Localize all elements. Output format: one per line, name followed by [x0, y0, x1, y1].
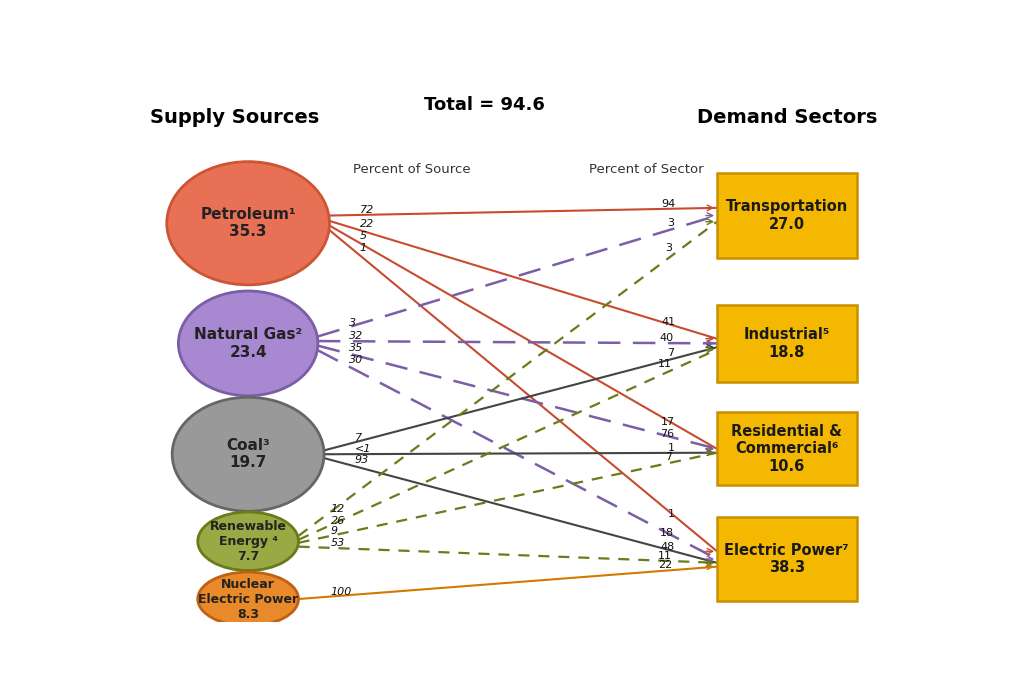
Text: 93: 93 — [354, 456, 369, 466]
Text: 30: 30 — [349, 355, 364, 365]
Text: 1: 1 — [668, 509, 675, 519]
Text: 11: 11 — [658, 359, 672, 368]
Text: 32: 32 — [349, 331, 364, 341]
Text: 3: 3 — [667, 217, 674, 228]
Text: 9: 9 — [331, 526, 338, 537]
Text: 12: 12 — [331, 504, 345, 514]
Text: <1: <1 — [354, 444, 371, 454]
Ellipse shape — [198, 572, 299, 626]
Text: 94: 94 — [660, 199, 675, 208]
FancyBboxPatch shape — [717, 517, 856, 601]
Text: Natural Gas²
23.4: Natural Gas² 23.4 — [195, 327, 302, 359]
Ellipse shape — [167, 161, 330, 285]
Text: Percent of Source: Percent of Source — [352, 163, 470, 176]
Text: 18: 18 — [659, 528, 674, 538]
Text: 17: 17 — [662, 417, 675, 426]
Text: 7: 7 — [668, 347, 675, 357]
Text: 7: 7 — [665, 452, 672, 462]
Text: Total = 94.6: Total = 94.6 — [424, 96, 545, 114]
Text: 35: 35 — [349, 343, 364, 353]
Text: Nuclear
Electric Power
8.3: Nuclear Electric Power 8.3 — [198, 577, 298, 621]
FancyBboxPatch shape — [717, 173, 856, 258]
Text: 53: 53 — [331, 538, 345, 548]
Ellipse shape — [198, 512, 299, 570]
Text: 41: 41 — [662, 317, 675, 327]
Text: 7: 7 — [354, 433, 361, 443]
Ellipse shape — [172, 397, 324, 511]
Text: Coal³
19.7: Coal³ 19.7 — [226, 438, 270, 470]
Text: 1: 1 — [668, 443, 675, 453]
Text: 48: 48 — [660, 542, 675, 552]
FancyBboxPatch shape — [717, 412, 856, 485]
Text: 72: 72 — [359, 205, 374, 215]
Ellipse shape — [178, 291, 317, 396]
Text: 3: 3 — [665, 243, 672, 253]
Text: 5: 5 — [359, 231, 367, 241]
Text: Electric Power⁷
38.3: Electric Power⁷ 38.3 — [724, 542, 849, 575]
Text: 3: 3 — [349, 318, 356, 328]
Text: 22: 22 — [657, 560, 672, 570]
Text: Renewable
Energy ⁴
7.7: Renewable Energy ⁴ 7.7 — [210, 520, 287, 563]
Text: Residential &
Commercial⁶
10.6: Residential & Commercial⁶ 10.6 — [731, 424, 842, 474]
Text: 76: 76 — [659, 428, 674, 438]
Text: 26: 26 — [331, 517, 345, 526]
Text: Petroleum¹
35.3: Petroleum¹ 35.3 — [201, 207, 296, 240]
Text: 100: 100 — [331, 586, 352, 597]
Text: 40: 40 — [659, 333, 674, 343]
Text: Transportation
27.0: Transportation 27.0 — [726, 199, 848, 232]
FancyBboxPatch shape — [717, 305, 856, 382]
Text: 1: 1 — [359, 243, 367, 252]
Text: 22: 22 — [359, 219, 374, 229]
Text: Demand Sectors: Demand Sectors — [696, 108, 877, 127]
Text: Percent of Sector: Percent of Sector — [589, 163, 703, 176]
Text: Industrial⁵
18.8: Industrial⁵ 18.8 — [743, 327, 829, 359]
Text: Supply Sources: Supply Sources — [150, 108, 318, 127]
Text: 11: 11 — [658, 552, 672, 561]
